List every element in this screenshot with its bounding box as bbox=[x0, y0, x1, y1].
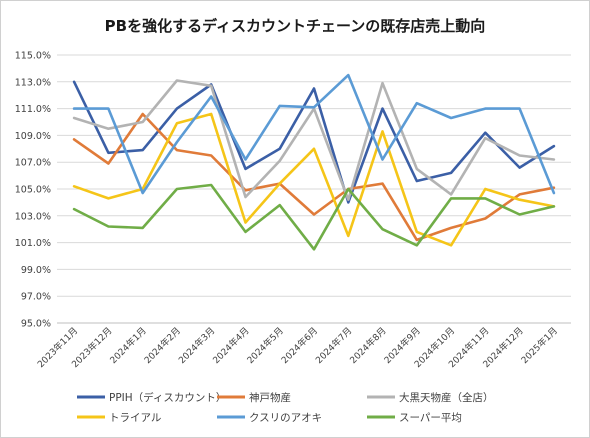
y-tick-label: 97.0% bbox=[21, 292, 51, 303]
y-tick-label: 99.0% bbox=[21, 265, 51, 276]
y-tick-label: 105.0% bbox=[15, 185, 51, 196]
legend-label: スーパー平均 bbox=[399, 412, 462, 424]
y-tick-label: 103.0% bbox=[15, 211, 51, 222]
y-tick-label: 115.0% bbox=[15, 51, 51, 62]
legend-label: 神戸物産 bbox=[249, 391, 291, 404]
y-tick-label: 95.0% bbox=[21, 319, 51, 330]
legend-label: 大黒天物産（全店） bbox=[399, 391, 494, 404]
legend-label: クスリのアオキ bbox=[249, 412, 322, 424]
y-tick-label: 111.0% bbox=[15, 104, 51, 115]
series-line-2 bbox=[74, 114, 554, 240]
y-tick-label: 113.0% bbox=[15, 77, 51, 88]
legend-label: トライアル bbox=[109, 412, 161, 424]
y-tick-label: 107.0% bbox=[15, 158, 51, 169]
legend-label: PPIH（ディスカウント） bbox=[109, 391, 226, 404]
y-tick-label: 101.0% bbox=[15, 238, 51, 249]
y-tick-label: 109.0% bbox=[15, 131, 51, 142]
x-tick-label: 2025年1月 bbox=[519, 325, 560, 366]
